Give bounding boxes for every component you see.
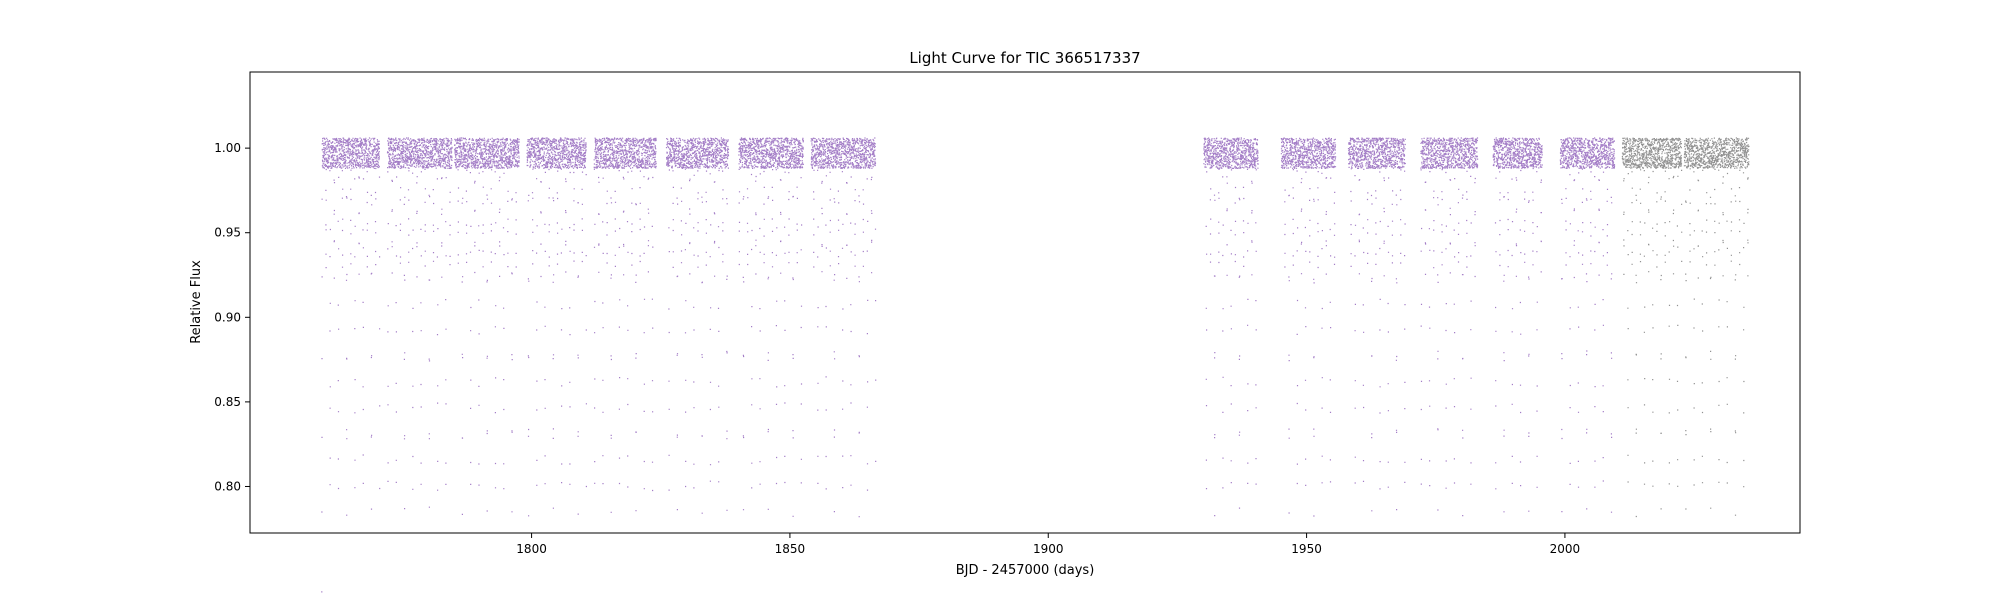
y-axis-label: Relative Flux xyxy=(189,260,204,344)
segment-primary xyxy=(810,137,877,518)
data-points xyxy=(321,137,1750,593)
flux-points xyxy=(1280,137,1337,517)
flux-points xyxy=(1420,137,1479,517)
flux-points xyxy=(810,137,877,518)
y-axis: 0.80 0.85 0.90 0.95 1.00 xyxy=(214,141,250,493)
segment-primary xyxy=(1347,137,1406,512)
flux-points xyxy=(738,137,804,517)
flux-points xyxy=(454,137,520,515)
segment-secondary xyxy=(1621,137,1683,518)
flux-points xyxy=(593,137,657,513)
segment-primary xyxy=(526,137,587,517)
flux-points xyxy=(1203,137,1259,517)
x-axis-label: BJD - 2457000 (days) xyxy=(956,563,1095,578)
x-tick-label: 1950 xyxy=(1291,542,1322,556)
segment-primary xyxy=(1203,137,1259,517)
y-tick-label: 1.00 xyxy=(214,141,241,155)
flux-points xyxy=(1347,137,1406,512)
x-tick-label: 1900 xyxy=(1033,542,1064,556)
segment-primary xyxy=(386,137,453,510)
y-tick-label: 0.85 xyxy=(214,395,241,409)
flux-points xyxy=(1621,137,1683,518)
segment-primary xyxy=(454,137,520,515)
plot-frame xyxy=(249,71,1801,534)
x-axis: 1800 1850 1900 1950 2000 xyxy=(516,533,1580,556)
x-tick-label: 2000 xyxy=(1550,542,1581,556)
segment-primary xyxy=(1280,137,1337,517)
flux-points xyxy=(386,137,453,510)
segment-primary xyxy=(665,137,730,514)
segment-primary xyxy=(1492,137,1543,513)
segment-primary xyxy=(1420,137,1479,517)
flux-points xyxy=(1492,137,1543,513)
x-tick-label: 1800 xyxy=(516,542,547,556)
segment-primary xyxy=(738,137,804,517)
flux-points xyxy=(321,137,381,593)
segment-primary xyxy=(321,137,381,593)
segment-primary xyxy=(593,137,657,513)
segment-primary xyxy=(1559,137,1616,513)
flux-points xyxy=(665,137,730,514)
flux-points xyxy=(1559,137,1616,513)
flux-points xyxy=(526,137,587,517)
y-tick-label: 0.95 xyxy=(214,226,241,240)
chart-title: Light Curve for TIC 366517337 xyxy=(909,49,1140,67)
y-tick-label: 0.80 xyxy=(214,479,241,493)
segment-secondary xyxy=(1683,137,1750,516)
y-tick-label: 0.90 xyxy=(214,310,241,324)
x-tick-label: 1850 xyxy=(775,542,806,556)
flux-points xyxy=(1683,137,1750,516)
